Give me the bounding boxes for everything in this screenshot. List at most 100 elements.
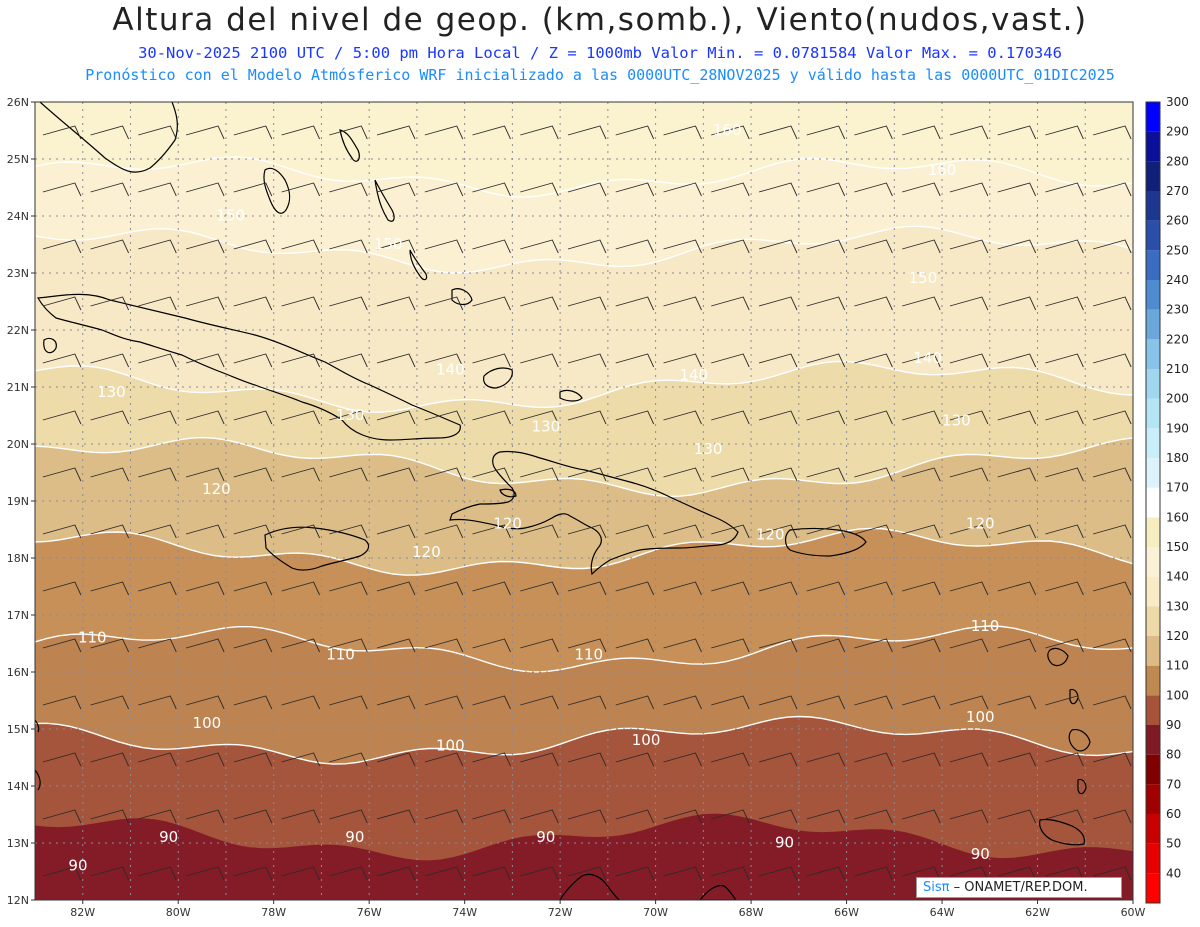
wind-barb bbox=[854, 182, 893, 197]
colorbar-label: 270 bbox=[1166, 184, 1189, 198]
longitude-tick: 60W bbox=[1121, 906, 1146, 919]
wind-barb bbox=[281, 866, 321, 881]
wind-barb bbox=[806, 410, 846, 425]
latitude-tick: 18N bbox=[7, 552, 29, 565]
wind-barb bbox=[329, 239, 368, 254]
contour-label: 100 bbox=[436, 737, 465, 755]
latitude-tick: 25N bbox=[7, 153, 29, 166]
colorbar-label: 130 bbox=[1166, 599, 1189, 613]
wind-barb bbox=[806, 182, 846, 197]
contour-label: 90 bbox=[536, 828, 555, 846]
contour-label: 140 bbox=[913, 349, 942, 367]
colorbar-swatch bbox=[1146, 695, 1160, 725]
contour-label: 110 bbox=[78, 628, 107, 646]
coast-bahamas-eleuthera bbox=[374, 179, 395, 222]
contour-130 bbox=[35, 360, 1133, 413]
wind-barb bbox=[949, 524, 989, 539]
wind-barb bbox=[376, 410, 416, 425]
colorbar-swatch bbox=[1146, 250, 1160, 280]
wind-barb bbox=[42, 182, 82, 197]
wind-barb bbox=[1092, 182, 1132, 197]
wind-barb bbox=[329, 866, 368, 881]
contour-label: 140 bbox=[679, 366, 708, 384]
wind-barb bbox=[758, 752, 798, 767]
wind-barb bbox=[520, 296, 559, 311]
band-80-90 bbox=[35, 813, 1133, 900]
colorbar-label: 220 bbox=[1166, 332, 1189, 346]
longitude-tick: 70W bbox=[643, 906, 668, 919]
wind-barb bbox=[902, 524, 941, 539]
longitude-tick: 66W bbox=[834, 906, 859, 919]
wind-barb bbox=[520, 524, 559, 539]
wind-barb bbox=[758, 125, 798, 140]
wind-barb bbox=[520, 581, 559, 596]
wind-barb bbox=[42, 239, 82, 254]
coast-cuba bbox=[37, 293, 461, 441]
wind-barb bbox=[902, 410, 941, 425]
wind-barb bbox=[376, 752, 416, 767]
colorbar-label: 80 bbox=[1166, 748, 1181, 762]
wind-barb bbox=[997, 752, 1037, 767]
wind-barb bbox=[424, 296, 464, 311]
wind-barb bbox=[138, 353, 177, 368]
wind-barb bbox=[281, 410, 321, 425]
wind-barb bbox=[567, 182, 607, 197]
wind-barb bbox=[949, 581, 989, 596]
wind-barb bbox=[329, 524, 368, 539]
wind-barb bbox=[424, 809, 464, 824]
coast-bahamas-abaco bbox=[339, 129, 360, 162]
latitude-tick: 15N bbox=[7, 723, 29, 736]
coast-central-america bbox=[35, 719, 41, 791]
wind-barb bbox=[233, 125, 273, 140]
wind-barb bbox=[281, 524, 321, 539]
wind-barb bbox=[949, 182, 989, 197]
wind-barb bbox=[376, 581, 416, 596]
wind-barb bbox=[758, 866, 798, 881]
wind-barb bbox=[997, 239, 1037, 254]
wind-barb bbox=[949, 809, 989, 824]
wind-barb bbox=[424, 410, 464, 425]
wind-barb bbox=[281, 296, 321, 311]
colorbar-label: 90 bbox=[1166, 718, 1181, 732]
wind-barb bbox=[90, 638, 130, 653]
wind-barb bbox=[902, 467, 941, 482]
wind-barb bbox=[281, 638, 321, 653]
wind-barb bbox=[472, 182, 511, 197]
wind-barb bbox=[472, 467, 511, 482]
wind-barb bbox=[185, 524, 225, 539]
wind-barb bbox=[281, 125, 321, 140]
wind-barb bbox=[90, 239, 130, 254]
wind-barb bbox=[185, 125, 225, 140]
colorbar-swatch bbox=[1146, 428, 1160, 458]
wind-barb bbox=[472, 866, 511, 881]
wind-barb bbox=[185, 866, 225, 881]
contour-150 bbox=[35, 156, 1133, 198]
wind-barb bbox=[997, 638, 1037, 653]
contour-label: 140 bbox=[436, 360, 465, 378]
latitude-tick: 22N bbox=[7, 324, 29, 337]
colorbar-swatch bbox=[1146, 191, 1160, 221]
colorbar-label: 300 bbox=[1166, 95, 1189, 109]
wind-barb bbox=[806, 581, 846, 596]
contour-label: 120 bbox=[493, 514, 522, 532]
wind-barb bbox=[711, 467, 750, 482]
wind-barb bbox=[376, 809, 416, 824]
wind-barb bbox=[376, 125, 416, 140]
wind-barb bbox=[567, 866, 607, 881]
colorbar-label: 150 bbox=[1166, 540, 1189, 554]
wind-barb bbox=[997, 125, 1037, 140]
wind-barb bbox=[663, 581, 702, 596]
wind-barb bbox=[233, 866, 273, 881]
wind-barb bbox=[329, 182, 368, 197]
wind-barb bbox=[376, 866, 416, 881]
colorbar-label: 100 bbox=[1166, 688, 1189, 702]
wind-barb bbox=[758, 239, 798, 254]
colorbar-swatch bbox=[1146, 487, 1160, 518]
contour-label: 150 bbox=[374, 235, 403, 253]
wind-barb bbox=[663, 809, 702, 824]
wind-barb bbox=[1045, 866, 1084, 881]
wind-barb bbox=[854, 125, 893, 140]
wind-barb bbox=[90, 410, 130, 425]
longitude-tick: 72W bbox=[548, 906, 573, 919]
